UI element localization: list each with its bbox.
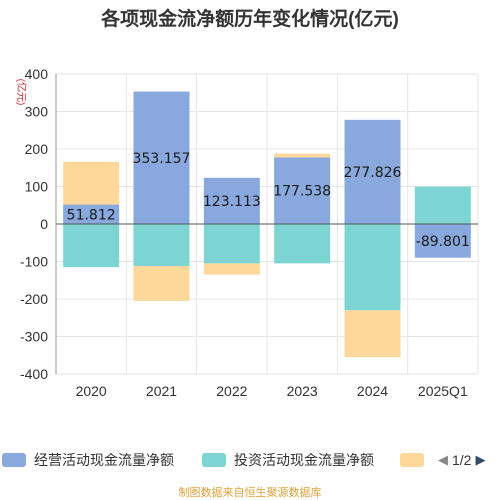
y-tick-label: -300	[20, 329, 48, 345]
bar-segment	[274, 153, 331, 158]
bar-segment	[133, 224, 190, 266]
legend-swatch-investing	[202, 453, 226, 467]
data-label: 51.812	[67, 207, 116, 223]
x-tick-label: 2023	[287, 383, 318, 399]
legend-label-operating: 经营活动现金流量净额	[34, 452, 174, 468]
y-tick-label: 400	[25, 66, 49, 82]
data-label: -89.801	[416, 234, 470, 250]
bar-segment	[203, 177, 260, 224]
bar-segment	[414, 224, 471, 258]
y-axis-unit: (亿元)	[15, 79, 28, 106]
legend-item-third[interactable]	[400, 448, 432, 472]
pager-next-icon[interactable]: ▶	[475, 452, 486, 467]
bar-segment	[344, 310, 401, 358]
data-label: 177.538	[273, 184, 331, 200]
x-tick-label: 2024	[357, 383, 388, 399]
bar-segment	[133, 91, 190, 224]
x-tick-label: 2021	[146, 383, 177, 399]
y-tick-label: -200	[20, 291, 48, 307]
legend-label-investing: 投资活动现金流量净额	[234, 452, 374, 468]
bar-segment	[203, 224, 260, 264]
y-tick-label: -100	[20, 254, 48, 270]
legend-item-operating[interactable]: 经营活动现金流量净额	[2, 448, 174, 472]
bar-segment	[63, 204, 120, 224]
legend-swatch-third	[400, 453, 424, 467]
bar-segment	[133, 266, 190, 301]
pager-page-indicator: 1/2	[452, 452, 472, 468]
pager-prev-icon[interactable]: ◀	[438, 452, 448, 467]
y-tick-label: 0	[40, 216, 48, 232]
y-tick-label: 100	[25, 179, 49, 195]
legend-item-investing[interactable]: 投资活动现金流量净额	[202, 448, 374, 472]
bar-segment	[63, 224, 120, 268]
x-tick-label: 2020	[76, 383, 107, 399]
bar-segment	[203, 263, 260, 275]
legend: 经营活动现金流量净额 投资活动现金流量净额	[0, 448, 500, 472]
y-tick-label: 200	[25, 141, 49, 157]
y-tick-label: 300	[25, 104, 49, 120]
data-label: 123.113	[203, 194, 261, 210]
bar-segment	[344, 224, 401, 311]
data-label: 277.826	[344, 165, 402, 181]
y-tick-label: -400	[20, 366, 48, 382]
legend-pager: ◀ 1/2 ▶	[438, 448, 485, 472]
source-note: 制图数据来自恒生聚源数据库	[178, 487, 322, 499]
bar-segment	[414, 186, 471, 224]
legend-swatch-operating	[2, 453, 26, 467]
bar-segment	[63, 161, 120, 205]
x-tick-label: 2025Q1	[418, 383, 468, 399]
chart-title: 各项现金流净额历年变化情况(亿元)	[101, 9, 399, 30]
x-tick-label: 2022	[216, 383, 247, 399]
bar-segment	[274, 157, 331, 224]
bar-segment	[344, 119, 401, 224]
data-label: 353.157	[133, 151, 191, 167]
bar-segment	[274, 224, 331, 264]
